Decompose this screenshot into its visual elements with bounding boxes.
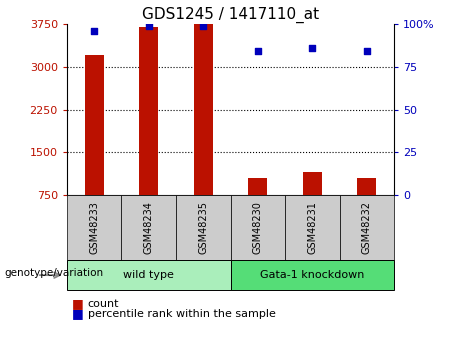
Point [200,23,207,29]
Text: GSM48230: GSM48230 [253,201,263,254]
Text: ■: ■ [71,307,83,321]
Point [254,49,261,54]
Text: ■: ■ [71,297,83,310]
Bar [303,172,322,195]
Point [145,23,152,29]
Text: GSM48231: GSM48231 [307,201,317,254]
Text: percentile rank within the sample: percentile rank within the sample [88,309,276,319]
Title: GDS1245 / 1417110_at: GDS1245 / 1417110_at [142,7,319,23]
Text: GSM48232: GSM48232 [362,201,372,254]
Bar [248,178,267,195]
Point [363,49,371,54]
Bar [139,27,158,195]
Point [90,28,98,34]
Text: wild type: wild type [123,270,174,280]
Text: Gata-1 knockdown: Gata-1 knockdown [260,270,365,280]
Text: GSM48234: GSM48234 [144,201,154,254]
Text: genotype/variation: genotype/variation [5,268,104,278]
Text: count: count [88,299,119,308]
Bar [194,24,213,195]
Text: GSM48233: GSM48233 [89,201,99,254]
Bar [357,178,377,195]
Text: GSM48235: GSM48235 [198,201,208,254]
Point [308,45,316,51]
Bar [84,56,104,195]
